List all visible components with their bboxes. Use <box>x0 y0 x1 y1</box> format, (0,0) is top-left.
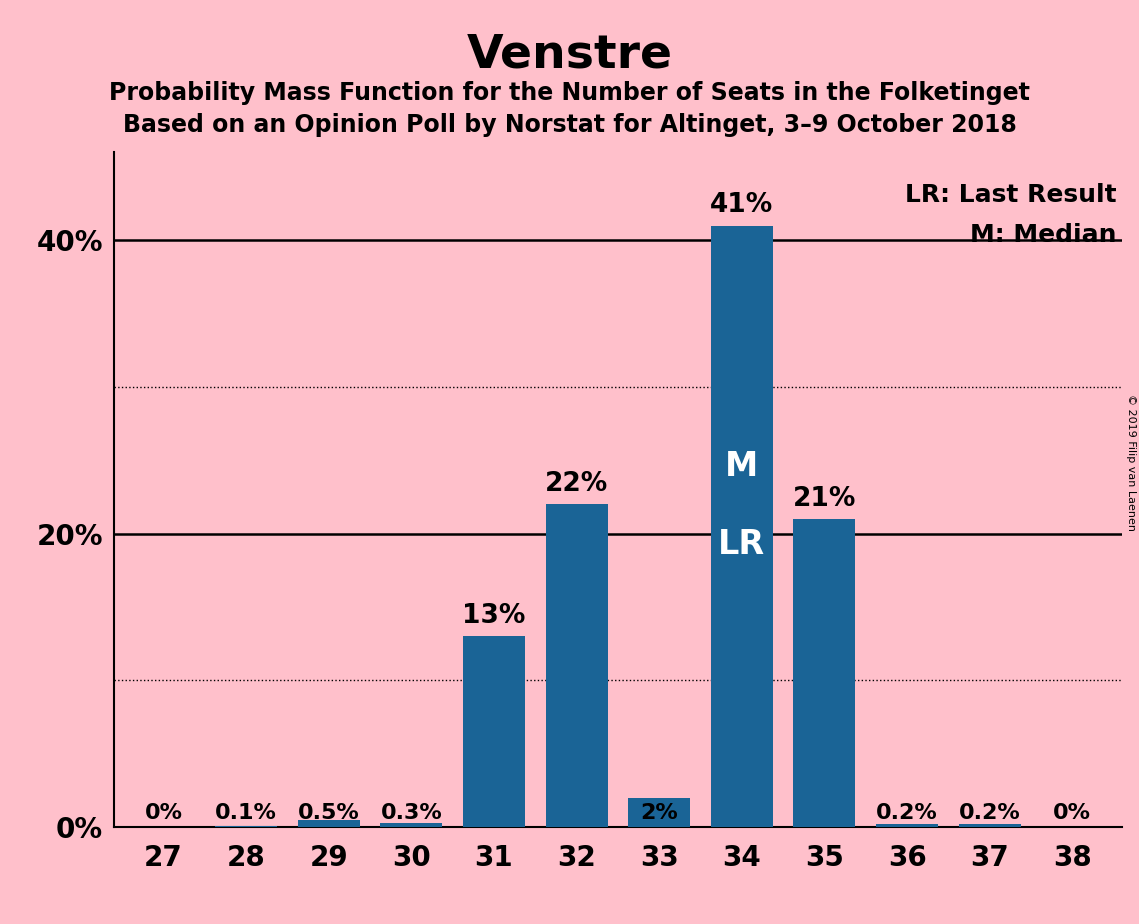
Bar <box>297 820 360 827</box>
Text: M: Median: M: Median <box>970 224 1117 248</box>
Bar <box>711 225 773 827</box>
Bar <box>215 825 277 827</box>
Text: Based on an Opinion Poll by Norstat for Altinget, 3–9 October 2018: Based on an Opinion Poll by Norstat for … <box>123 113 1016 137</box>
Text: 0.2%: 0.2% <box>876 803 939 822</box>
Text: 0.5%: 0.5% <box>297 803 360 822</box>
Text: Probability Mass Function for the Number of Seats in the Folketinget: Probability Mass Function for the Number… <box>109 81 1030 105</box>
Bar <box>546 505 607 827</box>
Text: 2%: 2% <box>640 803 678 822</box>
Text: 41%: 41% <box>711 192 773 218</box>
Text: Venstre: Venstre <box>467 32 672 78</box>
Text: 0%: 0% <box>145 803 182 822</box>
Bar <box>629 797 690 827</box>
Bar <box>876 824 939 827</box>
Text: LR: LR <box>719 528 765 561</box>
Text: 0.2%: 0.2% <box>959 803 1021 822</box>
Bar <box>959 824 1021 827</box>
Text: LR: Last Result: LR: Last Result <box>906 183 1117 207</box>
Text: © 2019 Filip van Laenen: © 2019 Filip van Laenen <box>1126 394 1136 530</box>
Text: 0%: 0% <box>1054 803 1091 822</box>
Text: 22%: 22% <box>544 471 608 497</box>
Bar <box>794 519 855 827</box>
Text: M: M <box>726 450 759 482</box>
Text: 13%: 13% <box>462 603 526 629</box>
Text: 21%: 21% <box>793 486 857 512</box>
Bar <box>462 637 525 827</box>
Bar <box>380 822 442 827</box>
Text: 0.3%: 0.3% <box>380 803 442 822</box>
Text: 0.1%: 0.1% <box>215 803 277 822</box>
